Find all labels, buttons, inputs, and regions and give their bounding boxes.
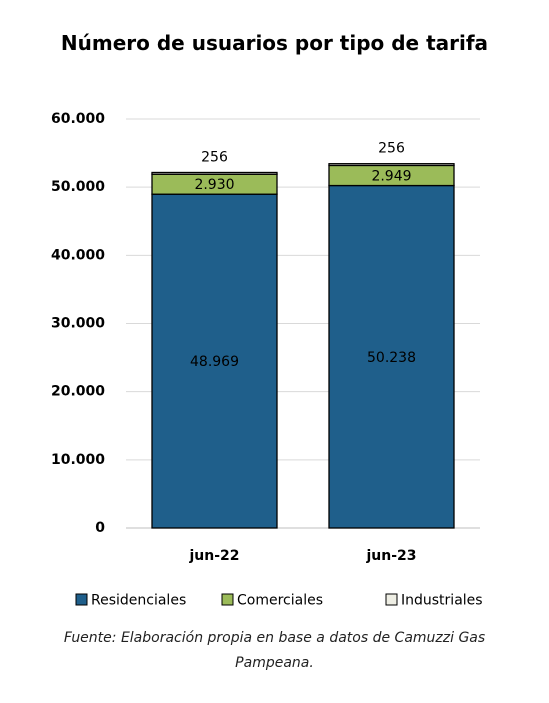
bar-segment — [328, 163, 455, 167]
legend-label: Industriales — [401, 593, 483, 609]
y-tick-label: 20.000 — [51, 384, 105, 400]
value-label: 2.949 — [371, 168, 411, 184]
legend-label: Comerciales — [237, 593, 323, 609]
bar-segment — [151, 193, 278, 529]
legend-label: Residenciales — [91, 593, 186, 609]
value-label: 256 — [201, 149, 228, 165]
value-label: 50.238 — [367, 350, 416, 366]
y-tick-label: 10.000 — [51, 452, 105, 468]
source-note: Fuente: Elaboración propia en base a dat… — [63, 630, 486, 671]
bar-segment — [151, 171, 278, 175]
legend-swatch — [221, 593, 234, 606]
y-tick-label: 0 — [95, 520, 105, 536]
legend-swatch — [75, 593, 88, 606]
chart-title: Número de usuarios por tipo de tarifa — [60, 31, 489, 55]
y-tick-label: 30.000 — [51, 316, 105, 332]
bar-segment — [328, 184, 455, 529]
y-tick-label: 50.000 — [51, 179, 105, 195]
value-label: 256 — [378, 141, 405, 157]
value-label: 2.930 — [194, 177, 234, 193]
value-label: 48.969 — [190, 354, 239, 370]
x-tick-label: jun-23 — [365, 548, 416, 564]
y-tick-label: 40.000 — [51, 247, 105, 263]
x-tick-label: jun-22 — [188, 548, 239, 564]
y-tick-label: 60.000 — [51, 111, 105, 127]
legend-swatch — [385, 593, 398, 606]
